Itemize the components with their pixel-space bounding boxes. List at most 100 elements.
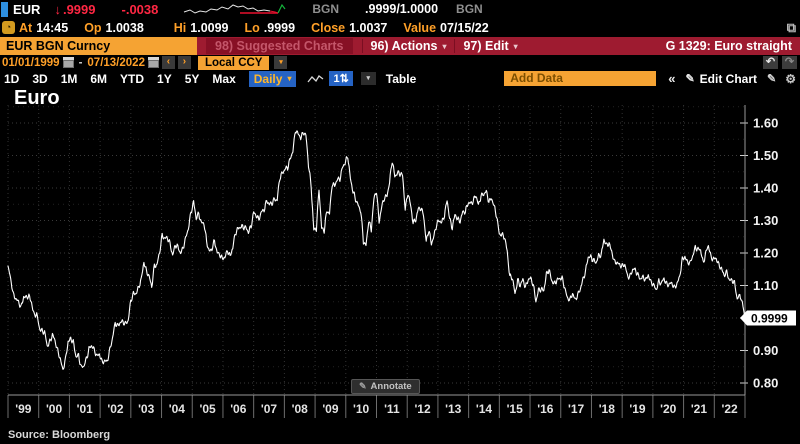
ticker-line-2: ◔ At 14:45 Op 1.0038 Hi 1.0099 Lo .9999 … <box>0 18 800 37</box>
x-tick-label: '17 <box>568 402 585 416</box>
price-change: -.0038 <box>121 1 159 17</box>
x-tick-label: '07 <box>261 402 278 416</box>
intraday-sparkline <box>184 3 286 14</box>
security-input[interactable]: EUR BGN Curncy <box>0 37 197 55</box>
date-separator: - <box>78 56 83 69</box>
annotate-button[interactable]: ✎ Annotate <box>351 379 420 394</box>
chevron-down-icon: ▾ <box>442 41 447 51</box>
x-tick-label: '15 <box>507 402 524 416</box>
x-tick-label: '13 <box>445 402 462 416</box>
chart-area[interactable]: '99 '00 '01 '02 '03 '04 '05 '06 '07 '08 '09 '10 '11 '… <box>0 87 800 425</box>
export-window-icon[interactable]: ⧉ <box>786 19 796 35</box>
actions-menu[interactable]: 96) Actions ▾ <box>361 39 455 53</box>
y-tick-label: 1.60 <box>753 116 778 131</box>
last-price-tag-box <box>740 310 796 326</box>
end-date-input[interactable]: 07/13/2022 <box>87 56 145 69</box>
x-tick-label: '09 <box>322 402 339 416</box>
high-price: 1.0099 <box>190 20 229 35</box>
chart-id: G 1329: Euro straight <box>665 39 792 53</box>
command-bar: EUR BGN Curncy 98) Suggested Charts 96) … <box>0 37 800 55</box>
x-tick-label: '16 <box>537 402 554 416</box>
bid-ask: .9999/1.0000 <box>365 2 439 16</box>
pencil-icon: ✎ <box>359 381 367 391</box>
range-bar: 01/01/1999 - 07/13/2022 ‹ › Local CCY ▾ … <box>0 55 800 70</box>
x-tick-label: '99 <box>15 402 32 416</box>
open-price: 1.0038 <box>105 20 144 35</box>
edit-chart-label: Edit Chart <box>699 71 758 86</box>
edit-label: 97) Edit <box>463 39 509 53</box>
currency-mode-select[interactable]: Local CCY <box>197 55 270 70</box>
x-tick-label: '12 <box>414 402 431 416</box>
frequency-select[interactable]: Daily ▾ <box>248 70 297 87</box>
pencil-icon: ✎ <box>685 73 695 85</box>
period-ytd[interactable]: YTD <box>120 71 145 86</box>
quote-time: 14:45 <box>36 20 69 35</box>
x-tick-label: '18 <box>599 402 616 416</box>
y-tick-label: 0.90 <box>753 343 778 358</box>
ticker-symbol: EUR <box>13 1 41 17</box>
x-tick-label: '03 <box>138 402 155 416</box>
edit-menu[interactable]: 97) Edit ▾ <box>454 39 525 53</box>
alarm-icon[interactable]: ◔ <box>2 21 15 34</box>
low-label: Lo <box>244 20 260 35</box>
y-tick-label: 1.40 <box>753 181 778 196</box>
add-data-input[interactable]: Add Data <box>504 71 657 86</box>
close-price: 1.0037 <box>349 20 388 35</box>
prev-range-button[interactable]: ‹ <box>161 56 175 69</box>
table-button[interactable]: Table <box>385 71 417 86</box>
x-tick-label: '00 <box>46 402 63 416</box>
period-1d[interactable]: 1D <box>4 71 20 86</box>
x-tick-label: '01 <box>77 402 94 416</box>
collapse-panel-icon[interactable]: « <box>668 71 676 86</box>
ticker-line-1: EUR ↓ .9999 -.0038 BGN .9999/1.0000 BGN <box>0 0 800 18</box>
y-tick-label: 1.50 <box>753 148 778 163</box>
actions-label: 96) Actions <box>370 39 438 53</box>
high-label: Hi <box>173 20 187 35</box>
y-tick-label: 0.80 <box>753 376 778 391</box>
period-3d[interactable]: 3D <box>32 71 48 86</box>
open-label: Op <box>84 20 102 35</box>
chevron-down-icon: ▾ <box>287 74 292 83</box>
chart-canvas[interactable]: '99 '00 '01 '02 '03 '04 '05 '06 '07 '08 '09 '10 '11 '… <box>0 87 800 425</box>
at-label: At <box>19 20 33 35</box>
x-tick-label: '08 <box>292 402 309 416</box>
frequency-label: Daily <box>253 71 283 86</box>
start-date-input[interactable]: 01/01/1999 <box>2 56 60 69</box>
line-chart-type-button[interactable] <box>307 73 324 85</box>
gear-icon[interactable]: ⚙ <box>785 71 796 86</box>
edit-chart-button[interactable]: ✎ Edit Chart <box>685 72 757 86</box>
undo-button[interactable]: ↶ <box>763 56 778 69</box>
x-tick-label: '19 <box>629 402 646 416</box>
annotate-label: Annotate <box>370 381 412 392</box>
x-tick-label: '20 <box>660 402 677 416</box>
y-tick-label: 1.20 <box>753 246 778 261</box>
period-1m[interactable]: 1M <box>60 71 78 86</box>
period-1y[interactable]: 1Y <box>157 71 172 86</box>
redo-button[interactable]: ↷ <box>782 56 797 69</box>
low-price: .9999 <box>263 20 296 35</box>
x-tick-label: '21 <box>691 402 708 416</box>
window-handle[interactable] <box>1 1 8 17</box>
y-tick-label: 1.30 <box>753 213 778 228</box>
x-tick-label: '06 <box>230 402 247 416</box>
value-date: 07/15/22 <box>440 20 489 35</box>
x-tick-label: '22 <box>722 402 739 416</box>
period-6m[interactable]: 6M <box>90 71 108 86</box>
chart-settings-icon[interactable]: ✎ <box>767 73 777 85</box>
suggested-charts-button[interactable]: 98) Suggested Charts <box>206 38 353 54</box>
x-tick-label: '05 <box>200 402 217 416</box>
down-arrow-icon: ↓ <box>54 1 61 17</box>
chevron-down-icon: ▾ <box>513 41 518 51</box>
chart-type-dropdown-icon[interactable]: ▾ <box>360 72 376 85</box>
compare-sort-button[interactable]: 1⇅ <box>329 71 353 86</box>
period-max[interactable]: Max <box>212 71 236 86</box>
calendar-icon[interactable] <box>147 57 159 68</box>
calendar-icon[interactable] <box>62 57 74 68</box>
y-tick-label: 1.10 <box>753 278 778 293</box>
x-tick-label: '11 <box>384 402 400 416</box>
currency-dropdown-icon[interactable]: ▾ <box>274 56 288 69</box>
period-5y[interactable]: 5Y <box>184 71 200 86</box>
next-range-button[interactable]: › <box>177 56 191 69</box>
price-source: BGN <box>312 2 340 16</box>
value-label: Value <box>403 20 437 35</box>
